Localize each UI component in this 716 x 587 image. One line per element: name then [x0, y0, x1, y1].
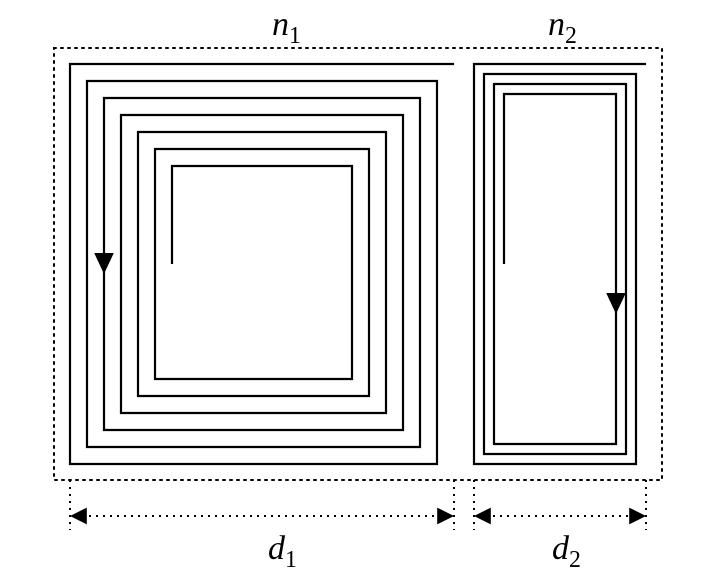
label-d2-var: d [552, 530, 569, 567]
label-n1-var: n [272, 6, 289, 43]
diagram-svg [0, 0, 716, 587]
label-n2-var: n [548, 6, 565, 43]
diagram-root: n1 n2 d1 d2 [0, 0, 716, 587]
label-n1: n1 [272, 6, 301, 50]
label-n1-sub: 1 [289, 23, 301, 49]
label-n2: n2 [548, 6, 577, 50]
label-n2-sub: 2 [565, 23, 577, 49]
label-d2-sub: 2 [569, 547, 581, 573]
label-d2: d2 [552, 530, 581, 574]
label-d1: d1 [268, 530, 297, 574]
label-d1-var: d [268, 530, 285, 567]
label-d1-sub: 1 [285, 547, 297, 573]
